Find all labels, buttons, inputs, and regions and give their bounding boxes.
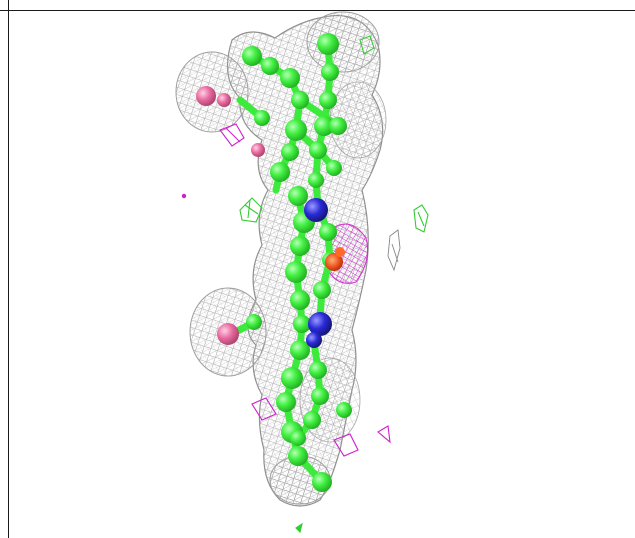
carbon-atom: [276, 392, 296, 412]
oxygen-atoms: [196, 86, 265, 345]
carbon-atom: [290, 290, 310, 310]
nitrogen-atoms: [304, 198, 332, 348]
carbon-atom: [290, 236, 310, 256]
carbon-atom: [303, 411, 321, 429]
carbon-atom: [246, 314, 262, 330]
carbon-atom: [319, 223, 337, 241]
carbon-atom: [288, 446, 308, 466]
carbon-atom: [336, 402, 352, 418]
carbon-atom: [280, 68, 300, 88]
metal-center: [325, 247, 345, 271]
carbon-atom: [290, 430, 306, 446]
carbon-atom: [285, 119, 307, 141]
carbon-atom: [319, 91, 337, 109]
top-border-line: [0, 10, 635, 11]
carbon-atom: [309, 141, 327, 159]
carbon-atom: [313, 281, 331, 299]
carbon-atom: [321, 63, 339, 81]
grey-stray-contour: [387, 229, 401, 272]
carbon-atom: [281, 143, 299, 161]
left-border-line: [8, 0, 9, 538]
carbon-atom: [309, 361, 327, 379]
carbon-atom: [242, 46, 262, 66]
carbon-atom: [312, 472, 332, 492]
carbon-atom: [293, 315, 311, 333]
carbon-atom: [329, 117, 347, 135]
carbon-atom: [308, 172, 324, 188]
carbon-atom: [290, 340, 310, 360]
green-difference-density: [239, 35, 429, 534]
carbon-atom: [261, 57, 279, 75]
carbon-atom: [281, 367, 303, 389]
carbon-atom: [285, 261, 307, 283]
carbon-atom: [326, 160, 342, 176]
carbon-atom: [317, 33, 339, 55]
carbon-atom: [314, 116, 334, 136]
carbon-atom: [311, 387, 329, 405]
carbon-atom: [288, 186, 308, 206]
carbon-atom: [291, 91, 309, 109]
carbon-atom: [270, 162, 290, 182]
carbon-atom: [254, 110, 270, 126]
